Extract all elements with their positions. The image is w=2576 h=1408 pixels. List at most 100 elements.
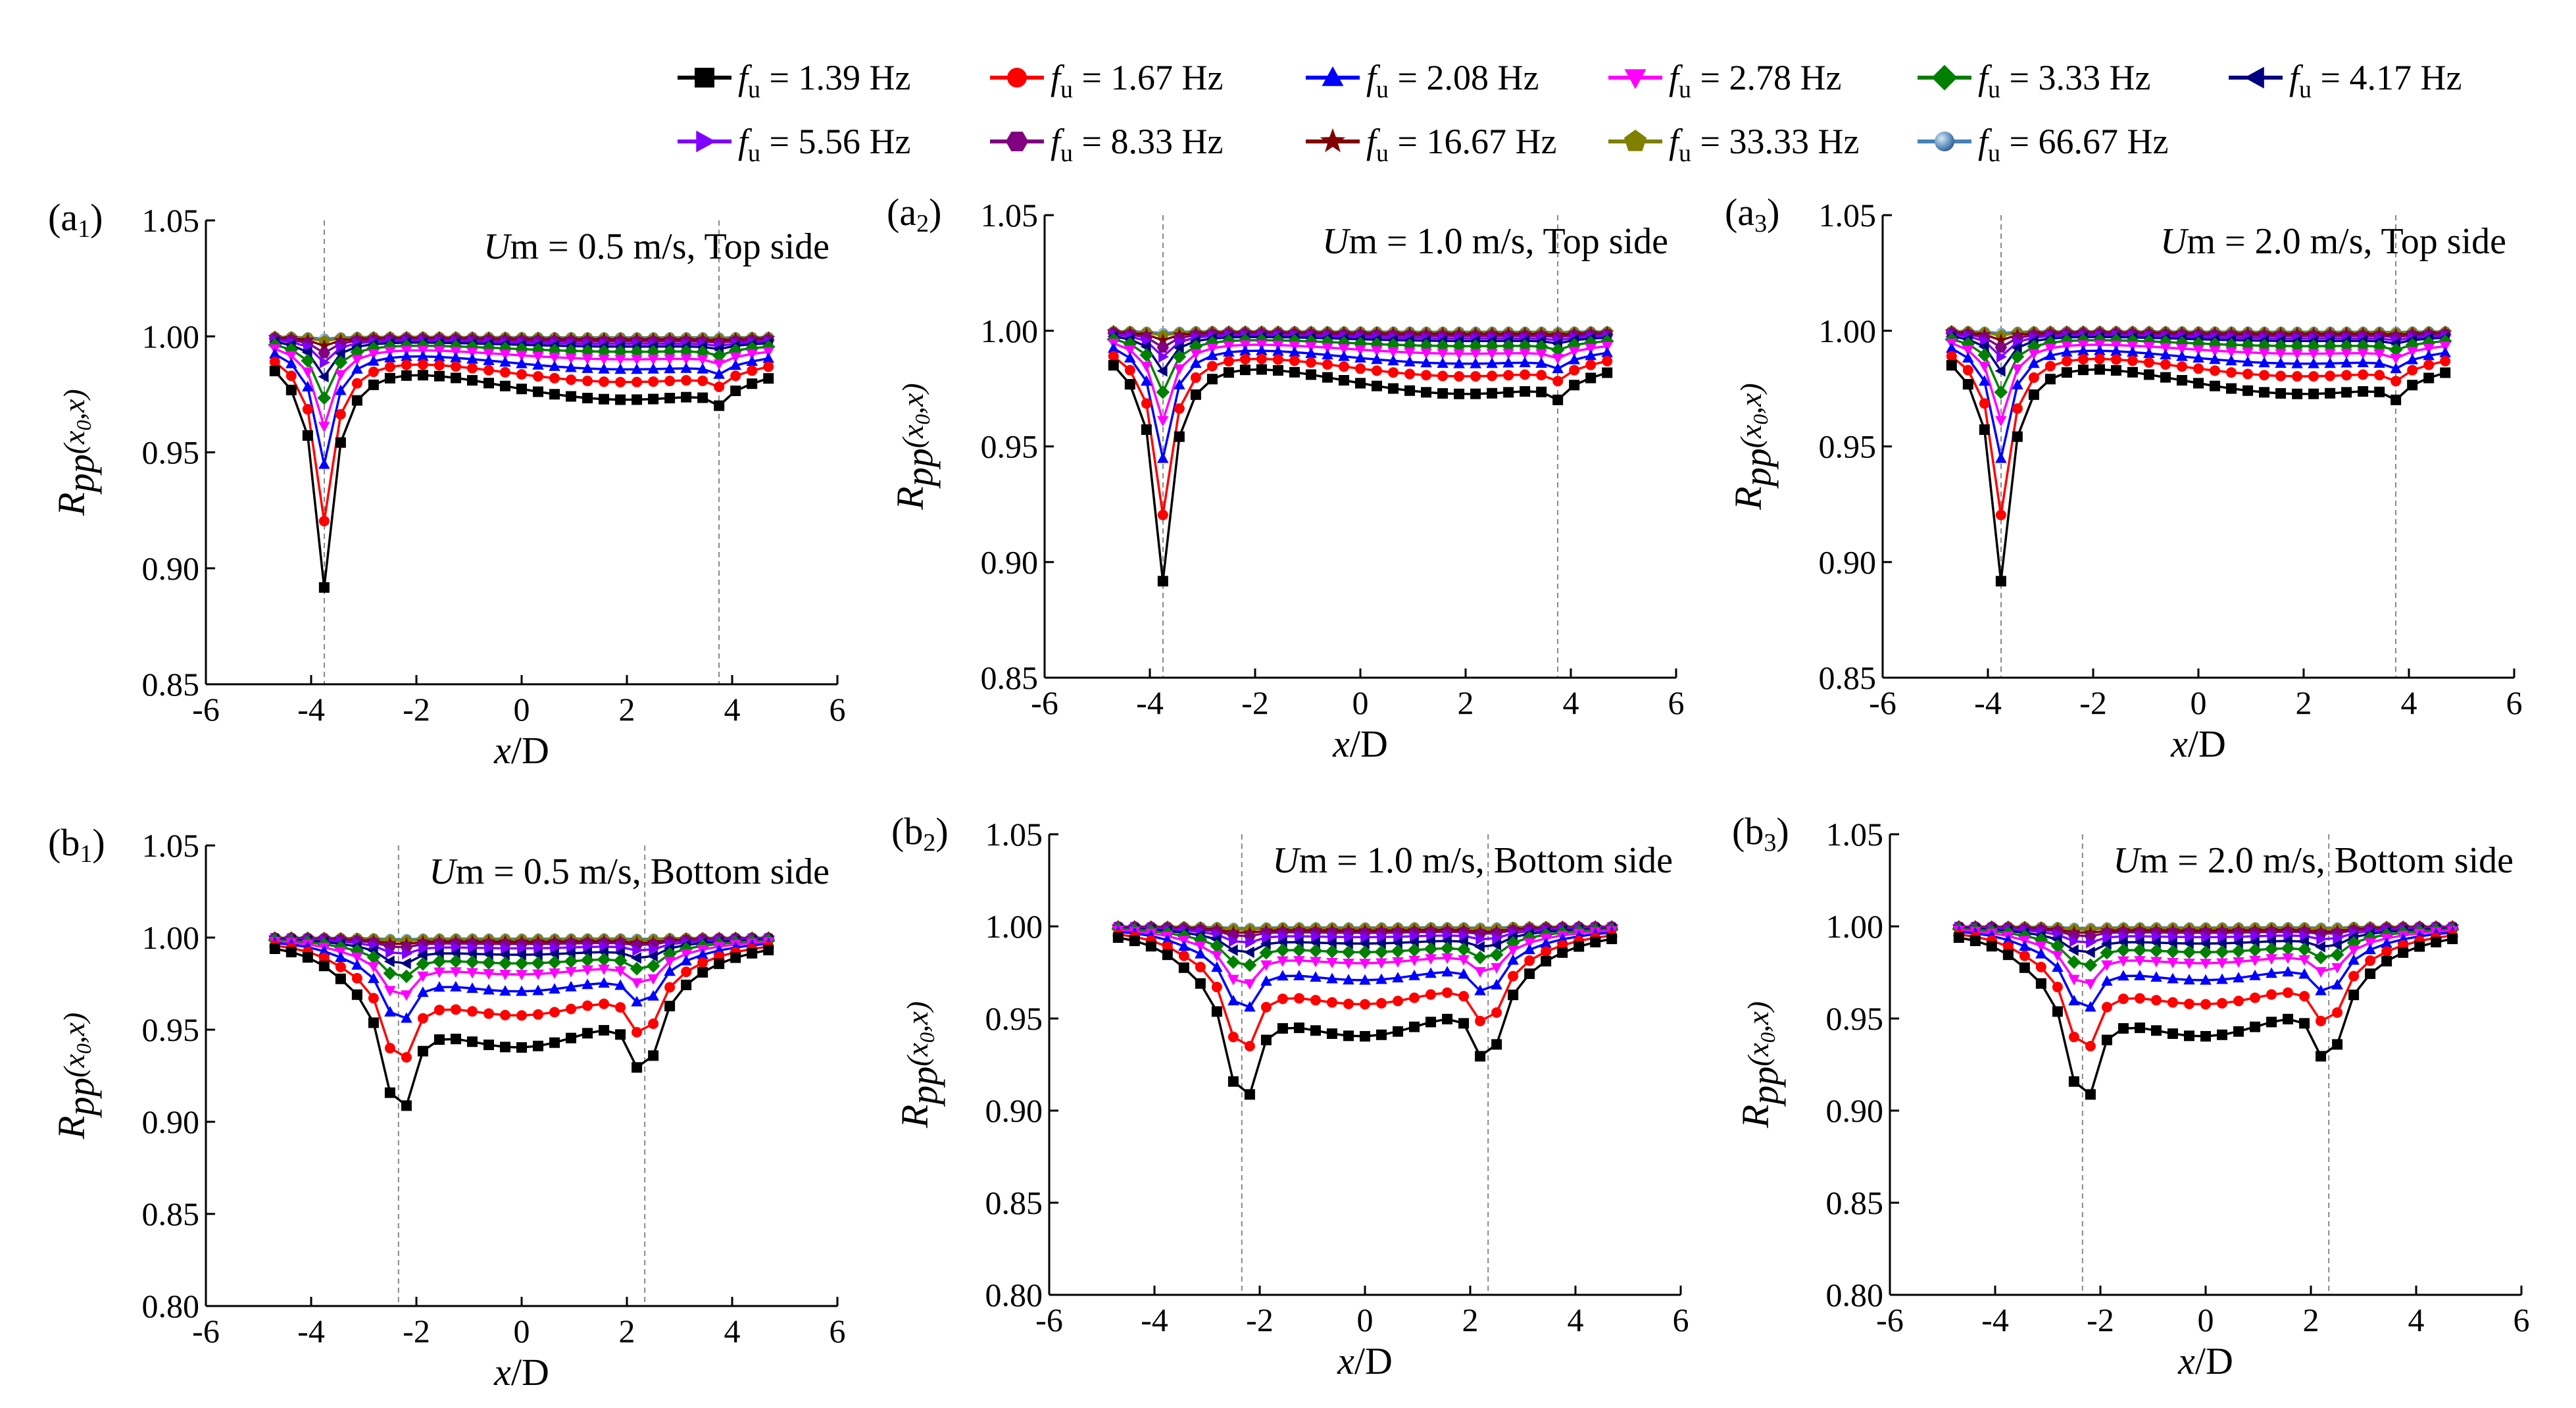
y-tick-label: 1.05: [1819, 197, 1877, 234]
data-point: [1360, 931, 1372, 943]
x-axis-title: x/D: [1337, 1340, 1393, 1382]
data-point: [2259, 370, 2270, 381]
data-point: [532, 969, 544, 980]
data-point: [582, 965, 593, 976]
x-tick-label: 4: [2401, 684, 2417, 721]
data-point: [648, 1018, 659, 1030]
data-point: [2232, 937, 2243, 949]
data-point: [2440, 355, 2451, 366]
data-point: [318, 515, 330, 526]
data-point: [1994, 342, 2007, 353]
data-point: [532, 351, 544, 363]
data-point: [1174, 378, 1185, 390]
data-point: [1602, 355, 1613, 366]
legend-marker-triangle-left: [2244, 66, 2264, 89]
data-point: [2299, 1018, 2310, 1029]
data-point: [714, 958, 725, 969]
data-point: [499, 349, 511, 361]
data-point: [1454, 388, 1465, 399]
data-point: [484, 942, 495, 954]
data-point: [1206, 343, 1218, 355]
data-point: [564, 947, 576, 959]
data-point: [499, 949, 510, 961]
data-point: [1276, 936, 1287, 948]
series-line: [1950, 365, 2446, 582]
data-point: [401, 990, 412, 1001]
y-tick-label: 0.85: [1826, 1184, 1884, 1221]
data-point: [416, 957, 430, 971]
legend-label: fu = 1.67 Hz: [1051, 58, 1223, 103]
legend-marker-triangle-up: [1322, 66, 1344, 86]
data-point: [499, 1009, 510, 1020]
data-point: [2374, 386, 2385, 397]
data-point: [1424, 942, 1438, 956]
data-point: [269, 356, 280, 367]
data-point: [1502, 349, 1514, 360]
data-point: [1409, 992, 1420, 1003]
data-point: [1962, 379, 1973, 390]
data-point: [1541, 946, 1552, 957]
data-point: [1407, 943, 1422, 957]
data-point: [1211, 982, 1222, 993]
x-tick-label: 2: [619, 1313, 635, 1349]
data-point: [2414, 941, 2425, 952]
data-point: [302, 404, 313, 415]
condition-label: Um = 0.5 m/s, Bottom side: [429, 851, 830, 892]
data-point: [1994, 385, 2008, 399]
data-point: [449, 947, 460, 959]
data-point: [1327, 931, 1339, 943]
series-1: [269, 943, 774, 1111]
data-point: [1535, 349, 1547, 360]
data-point: [466, 347, 478, 359]
data-point: [483, 1008, 494, 1019]
data-point: [1492, 932, 1503, 944]
data-point: [1190, 349, 1202, 360]
data-point: [681, 391, 692, 403]
data-point: [2210, 365, 2221, 376]
data-point: [1124, 365, 1135, 376]
data-point: [483, 365, 494, 376]
condition-label: Um = 2.0 m/s, Bottom side: [2113, 840, 2514, 881]
data-point: [647, 363, 659, 374]
data-point: [336, 341, 347, 354]
x-axis-title: x/D: [493, 1351, 549, 1394]
data-point: [697, 355, 708, 366]
data-point: [1456, 942, 1471, 957]
data-point: [450, 351, 462, 363]
data-point: [302, 367, 314, 378]
data-point: [2315, 984, 2327, 995]
data-point: [2406, 353, 2418, 365]
x-tick-label: 2: [619, 691, 635, 728]
legend-item: fu = 2.08 Hz: [1306, 58, 1539, 103]
data-point: [1322, 349, 1333, 360]
data-point: [450, 372, 461, 384]
data-point: [2152, 930, 2163, 943]
data-point: [2200, 1031, 2211, 1042]
data-point: [1141, 361, 1152, 372]
data-point: [533, 942, 545, 954]
data-point: [2101, 960, 2113, 971]
data-point: [368, 366, 379, 378]
data-point: [2283, 1013, 2294, 1024]
y-tick-label: 1.00: [142, 919, 200, 956]
y-tick-label: 0.80: [985, 1276, 1043, 1313]
data-point: [1569, 365, 1580, 376]
data-point: [1442, 987, 1453, 998]
data-point: [1239, 345, 1251, 356]
data-point: [2019, 962, 2030, 973]
data-point: [450, 967, 462, 978]
data-point: [2133, 943, 2147, 957]
data-point: [714, 400, 725, 411]
data-point: [1245, 936, 1256, 949]
data-point: [499, 380, 510, 391]
x-tick-label: 6: [1673, 1301, 1689, 1338]
data-point: [2233, 1026, 2244, 1037]
series-group: [268, 930, 776, 1111]
data-point: [664, 354, 676, 365]
data-point: [1376, 997, 1387, 1009]
data-point: [2390, 394, 2402, 405]
data-point: [384, 1087, 395, 1098]
data-point: [1388, 383, 1399, 394]
data-point: [2297, 942, 2312, 957]
data-point: [1540, 937, 1552, 948]
